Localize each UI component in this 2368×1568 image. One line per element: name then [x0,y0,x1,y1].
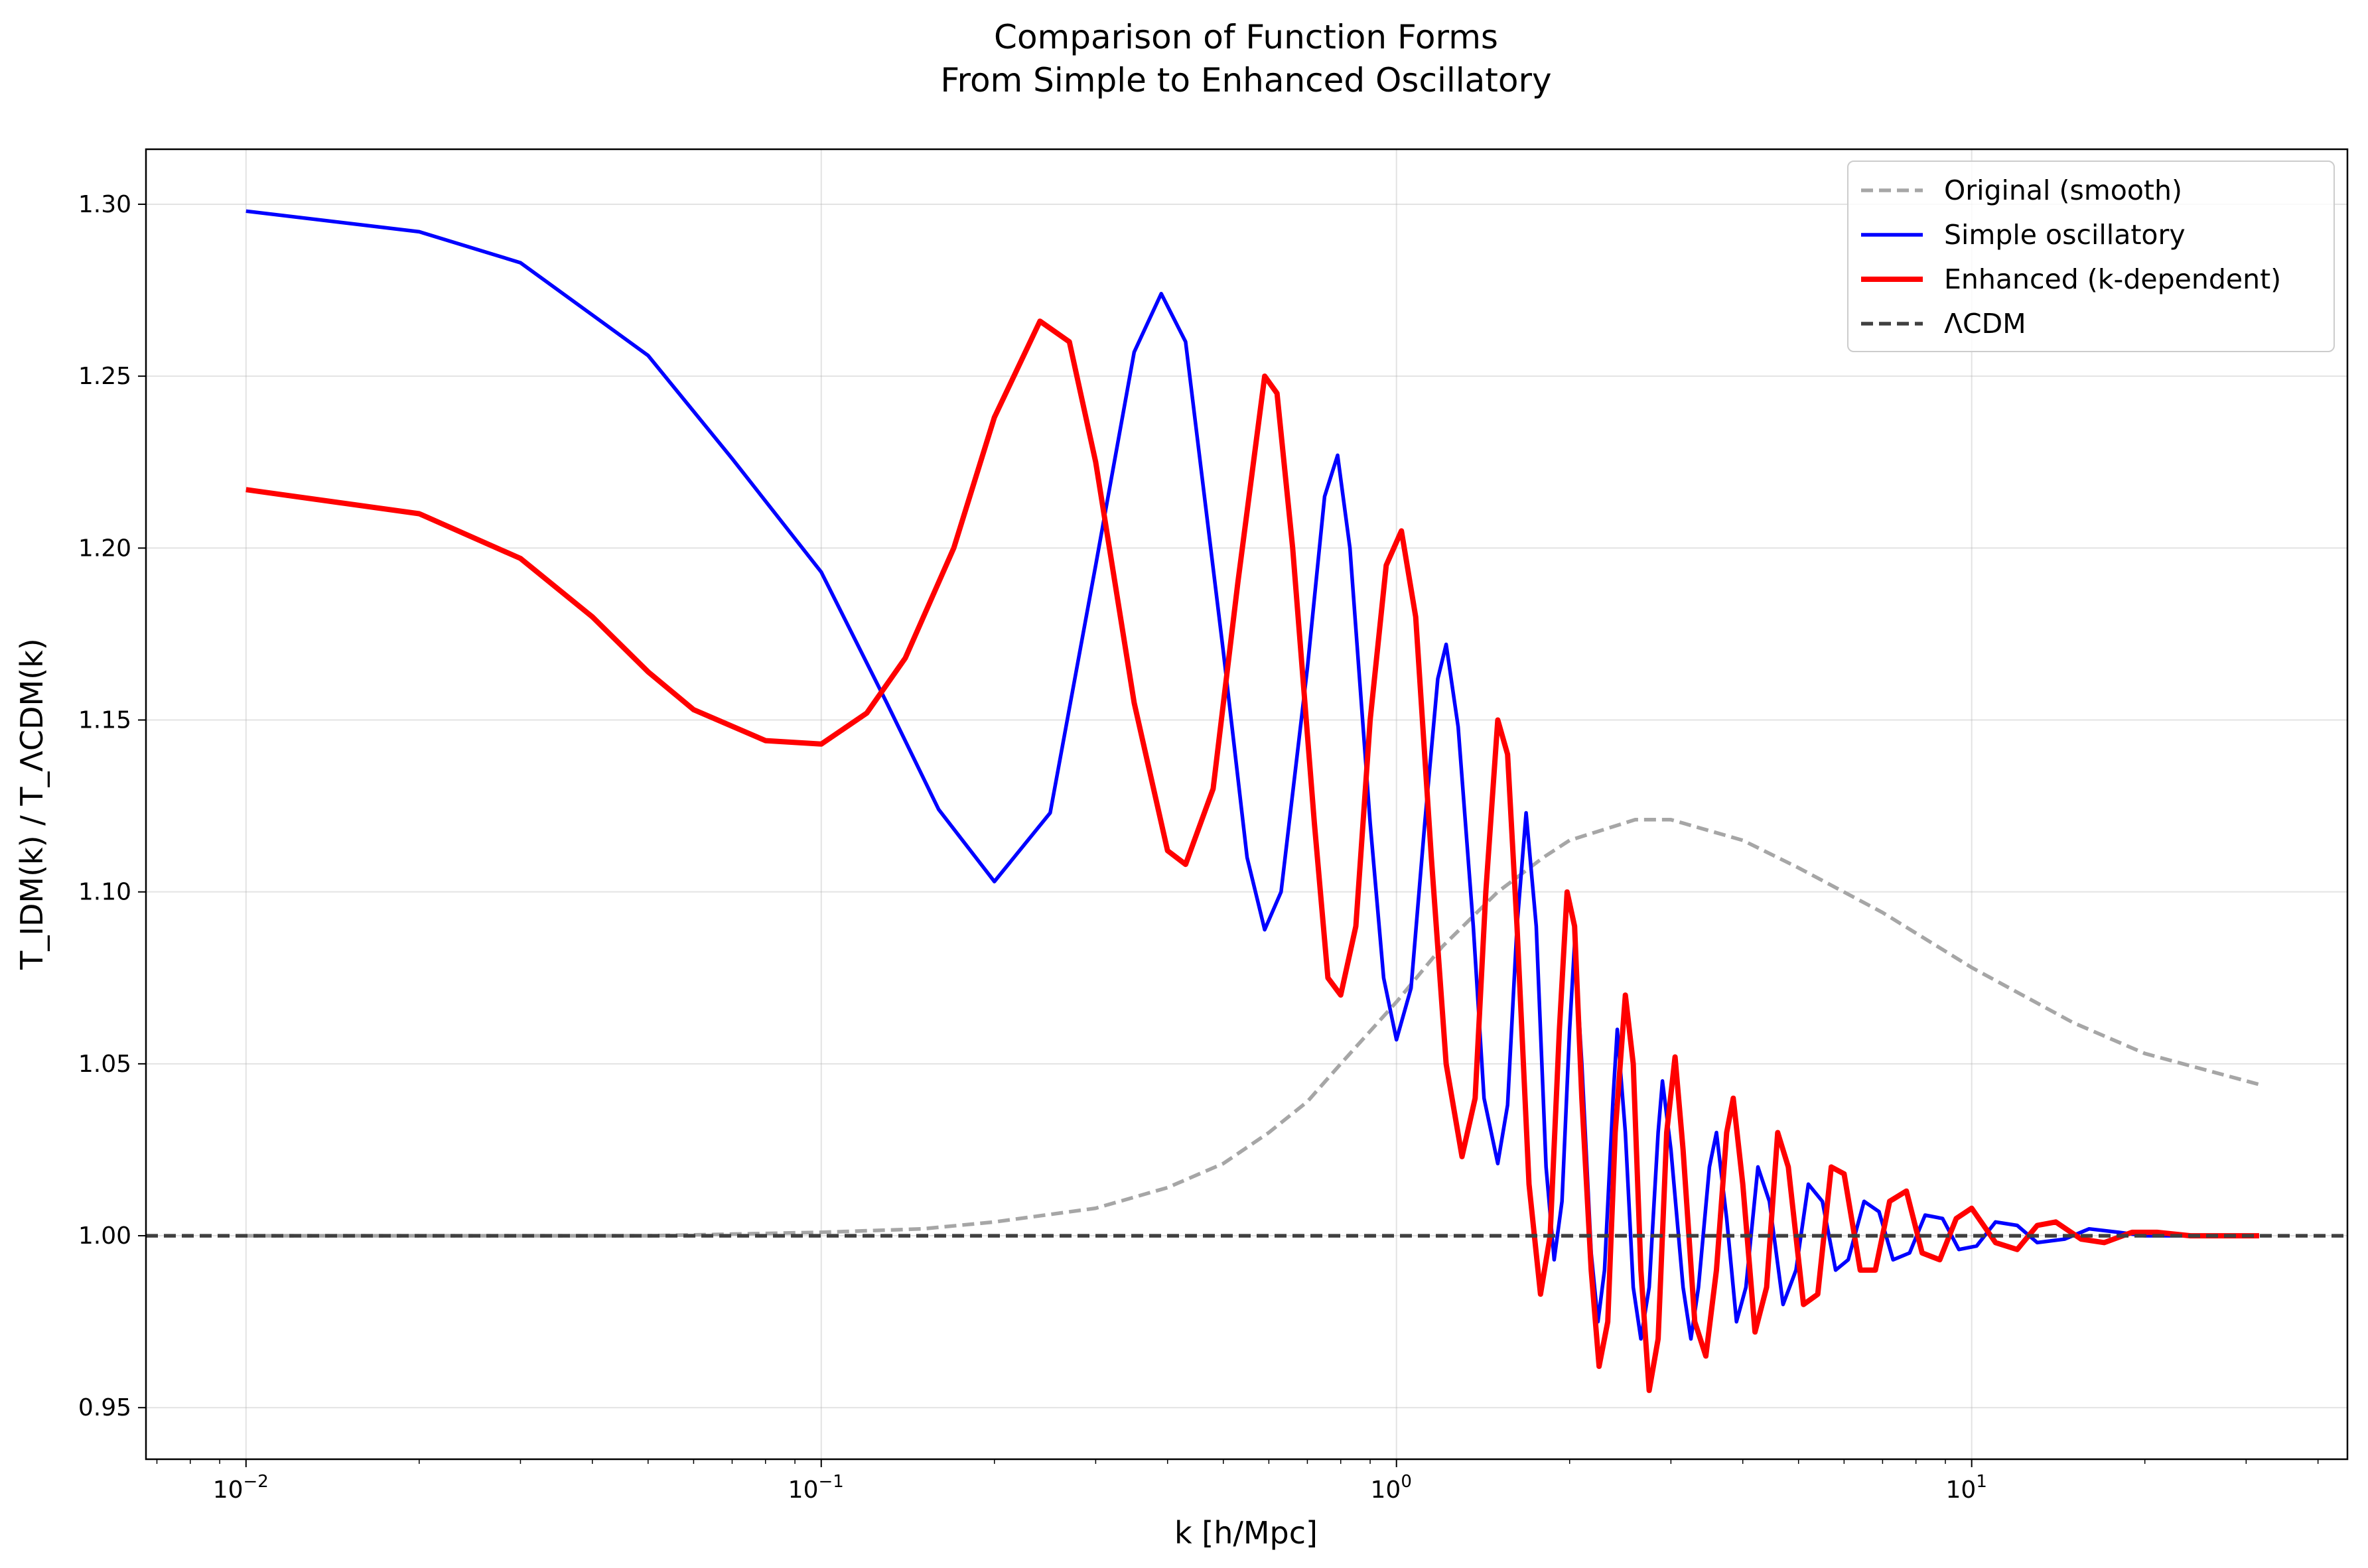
x-tick-label: 100 [1371,1472,1412,1504]
x-axis-label: k [h/Mpc] [1174,1515,1318,1551]
y-tick-label: 1.15 [78,706,131,734]
y-tick-label: 0.95 [78,1394,131,1421]
chart-title-line-1: Comparison of Function Forms [994,18,1498,56]
axis-ticks: 0.95 1.00 1.05 1.10 1.15 1.20 1.25 1.30 10−2 10−1… [78,191,2319,1504]
legend-label: Simple oscillatory [1944,219,2186,251]
y-tick-label: 1.05 [78,1051,131,1078]
legend: Original (smooth) Simple oscillatory Enhan… [1847,161,2335,352]
y-tick-label: 1.10 [78,879,131,906]
plot-frame [145,148,2349,1461]
y-tick-label: 1.00 [78,1222,131,1250]
legend-label: ΛCDM [1944,308,2026,340]
y-tick-label: 1.30 [78,191,131,218]
y-axis-label: T_IDM(k) / T_ΛCDM(k) [14,638,50,970]
series-layer [146,209,2347,1394]
legend-box [1847,161,2335,352]
x-tick-label: 101 [1946,1472,1987,1504]
series-line-3 [245,318,2259,1394]
y-tick-label: 1.20 [78,535,131,562]
plot-area: 0.95 1.00 1.05 1.10 1.15 1.20 1.25 1.30 10−2 10−1… [78,148,2349,1504]
y-tick-label: 1.25 [78,363,131,390]
series-line-1 [245,818,2260,1238]
x-tick-label: 10−2 [213,1472,269,1504]
legend-label: Enhanced (k-dependent) [1944,263,2281,295]
x-tick-label: 10−1 [788,1472,844,1504]
chart-title-line-2: From Simple to Enhanced Oscillatory [940,61,1551,99]
legend-label: Original (smooth) [1944,174,2182,206]
